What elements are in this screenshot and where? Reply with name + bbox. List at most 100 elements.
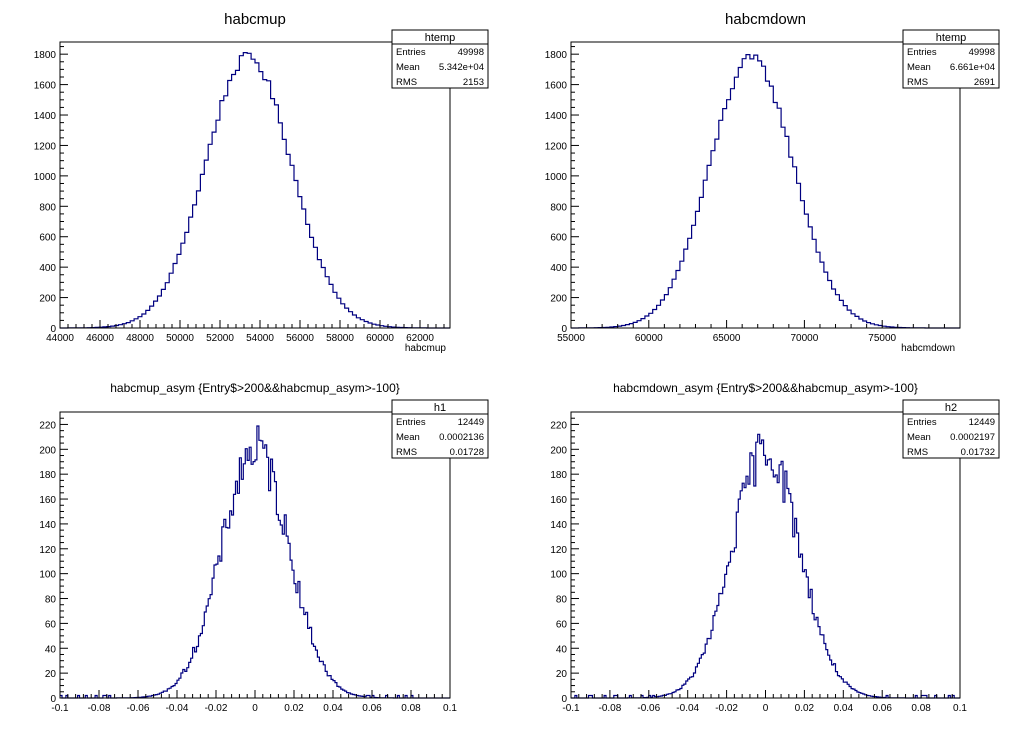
stats-label-mean: Mean [907,432,931,443]
stats-value-rms: 2153 [463,77,484,88]
x-tick-label: 0.02 [795,703,815,714]
x-axis-label: habcmdown [901,343,955,354]
x-tick-label: 0.08 [401,703,421,714]
stats-value-mean: 0.0002136 [439,432,484,443]
plot-frame [59,41,451,329]
x-tick-label: 46000 [86,333,114,344]
y-tick-label: 1800 [545,50,568,61]
y-tick-label: 0 [561,324,567,335]
y-tick-label: 400 [39,263,56,274]
y-tick-label: 1200 [34,141,57,152]
y-tick-label: 1400 [545,111,568,122]
y-tick-label: 180 [39,470,56,481]
x-tick-label: 0.04 [834,703,854,714]
stats-label-rms: RMS [396,77,417,88]
stats-value-rms: 0.01732 [961,447,995,458]
y-tick-label: 60 [45,619,57,630]
chart-title: habcmup [224,11,286,28]
y-tick-label: 200 [39,445,56,456]
x-tick-label: 60000 [635,333,663,344]
x-tick-label: 52000 [206,333,234,344]
x-tick-label: 0.08 [911,703,931,714]
y-tick-label: 600 [39,233,56,244]
chart-panel-3: habcmup_asym {Entry$>200&&habcmup_asym>-… [39,381,489,714]
stats-value-rms: 2691 [974,77,995,88]
y-tick-label: 40 [45,644,57,655]
x-tick-label: 62000 [406,333,434,344]
x-tick-label: -0.02 [715,703,738,714]
x-tick-label: 55000 [557,333,585,344]
x-tick-label: -0.08 [88,703,111,714]
stats-value-mean: 5.342e+04 [439,62,484,73]
stats-label-entries: Entries [907,47,937,58]
y-tick-label: 180 [550,470,567,481]
histogram-series [60,425,450,699]
stats-value-mean: 6.661e+04 [950,62,995,73]
y-tick-label: 140 [550,520,567,531]
x-tick-label: 48000 [126,333,154,344]
plot-frame [570,41,961,329]
y-tick-label: 600 [550,233,567,244]
stats-label-entries: Entries [396,417,426,428]
stats-label-rms: RMS [396,447,417,458]
y-tick-label: 200 [550,294,567,305]
y-tick-label: 800 [550,202,567,213]
x-tick-label: 0 [763,703,769,714]
y-tick-label: 60 [556,619,568,630]
x-tick-label: -0.04 [676,703,699,714]
y-tick-label: 160 [550,495,567,506]
stats-value-rms: 0.01728 [450,447,484,458]
y-tick-label: 0 [561,694,567,705]
y-tick-label: 1600 [34,81,57,92]
stats-label-mean: Mean [396,62,420,73]
x-tick-label: 50000 [166,333,194,344]
stats-box: htemp Entries 49998 Mean 6.661e+04 RMS 2691 [902,29,1000,89]
y-tick-label: 800 [39,202,56,213]
x-tick-label: 0.1 [443,703,457,714]
x-tick-label: -0.06 [127,703,150,714]
stats-label-entries: Entries [907,417,937,428]
x-tick-label: -0.04 [166,703,189,714]
y-tick-label: 140 [39,520,56,531]
x-tick-label: 0.06 [362,703,382,714]
chart-title: habcmdown [725,11,806,28]
x-axis-label: habcmup [405,343,447,354]
x-tick-label: 70000 [790,333,818,344]
stats-value-entries: 12449 [969,417,995,428]
x-tick-label: 56000 [286,333,314,344]
stats-label-entries: Entries [396,47,426,58]
y-tick-label: 20 [45,669,57,680]
x-tick-label: -0.1 [562,703,580,714]
x-tick-label: 75000 [868,333,896,344]
y-tick-label: 100 [39,570,56,581]
x-tick-label: 44000 [46,333,74,344]
y-tick-label: 40 [556,644,568,655]
x-tick-label: 0.1 [953,703,967,714]
histogram-series [571,54,960,329]
stats-box: htemp Entries 49998 Mean 5.342e+04 RMS 2153 [391,29,489,89]
chart-panel-4: habcmdown_asym {Entry$>200&&habcmup_asym… [550,381,1000,714]
histogram-series [571,433,960,699]
y-tick-label: 220 [39,420,56,431]
x-tick-label: 65000 [713,333,741,344]
y-tick-label: 20 [556,669,568,680]
y-tick-label: 0 [50,694,56,705]
x-tick-label: 0.04 [323,703,343,714]
x-tick-label: 58000 [326,333,354,344]
y-tick-label: 1400 [34,111,57,122]
y-tick-label: 1800 [34,50,57,61]
y-tick-label: 400 [550,263,567,274]
stats-name: h1 [434,402,446,414]
stats-label-rms: RMS [907,77,928,88]
x-tick-label: -0.1 [51,703,69,714]
y-tick-label: 120 [39,545,56,556]
stats-value-mean: 0.0002197 [950,432,995,443]
stats-name: h2 [945,402,957,414]
stats-label-mean: Mean [396,432,420,443]
y-tick-label: 0 [50,324,56,335]
stats-name: htemp [425,32,456,44]
x-tick-label: 0.06 [872,703,892,714]
histogram-series [60,52,450,329]
stats-value-entries: 12449 [458,417,484,428]
